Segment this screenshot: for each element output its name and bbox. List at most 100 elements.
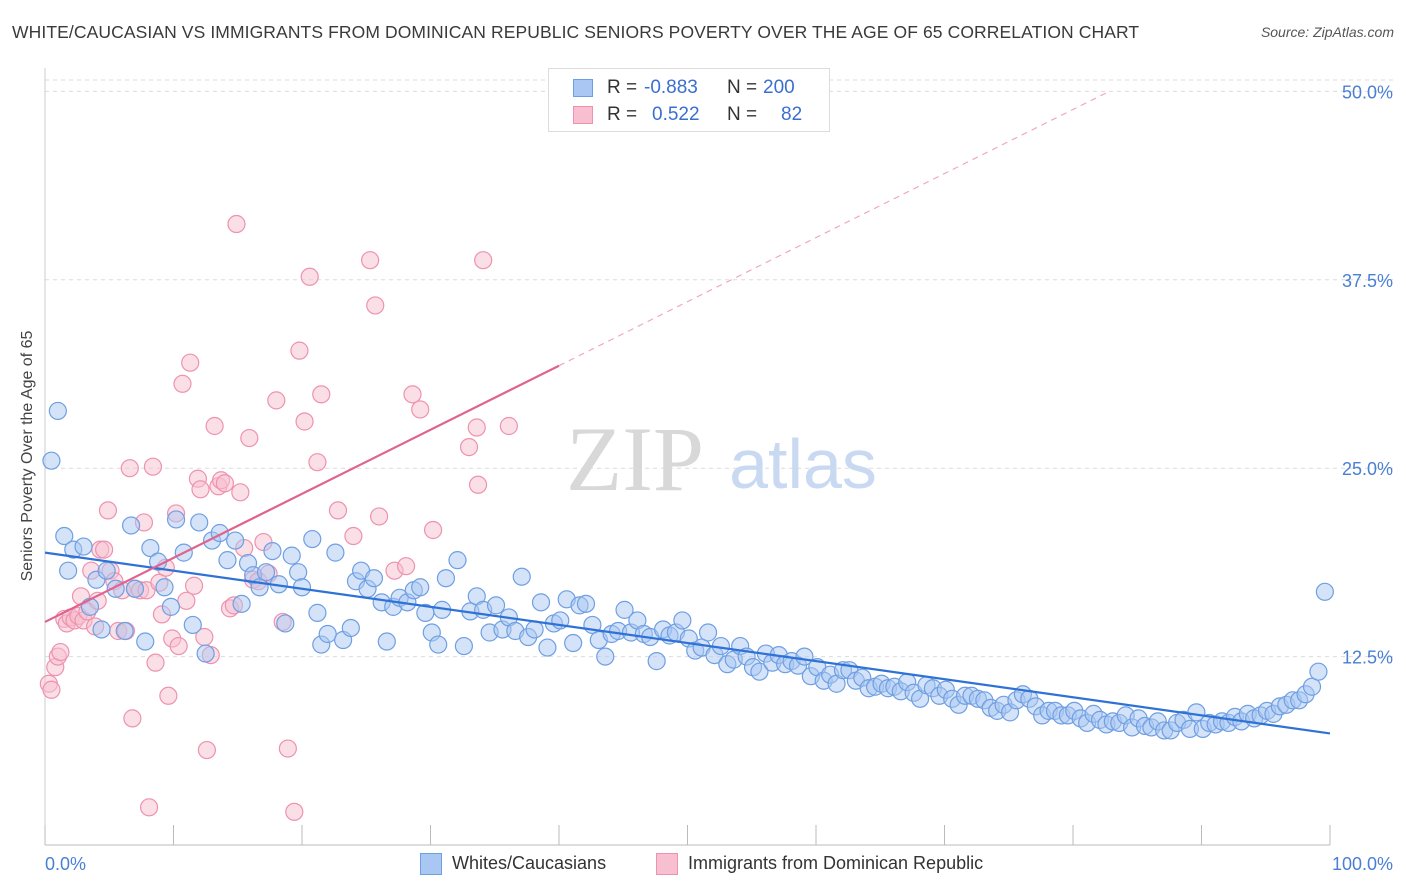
data-point	[231, 483, 250, 502]
legend-swatch-pink	[656, 853, 678, 875]
stats-n-value: 82	[781, 104, 803, 125]
data-point	[169, 636, 188, 656]
legend-label: Whites/Caucasians	[452, 853, 607, 873]
data-point	[512, 567, 531, 586]
data-point	[59, 561, 78, 580]
tick-labels: 12.5% 25.0% 37.5% 50.0% 0.0% 100.0%	[45, 82, 1393, 874]
data-point	[364, 569, 384, 588]
data-point	[468, 475, 488, 494]
stats-n-label: N =	[727, 77, 758, 98]
data-point	[226, 531, 245, 550]
data-point	[240, 428, 259, 448]
legend-label: Immigrants from Dominican Republic	[688, 853, 984, 873]
points-whites-caucasians	[42, 401, 1334, 740]
stats-swatch-pink	[573, 106, 593, 124]
data-point	[143, 457, 163, 476]
data-point	[146, 653, 165, 672]
data-point	[120, 459, 139, 478]
stats-row-immigrants: R = 0.522 N = 82	[549, 102, 829, 128]
data-point	[467, 418, 486, 437]
data-point	[531, 593, 551, 612]
data-point	[1315, 582, 1334, 601]
data-point	[615, 600, 634, 619]
data-point	[267, 391, 286, 410]
data-point	[55, 526, 74, 546]
data-point	[80, 597, 100, 616]
chart-title: WHITE/CAUCASIAN VS IMMIGRANTS FROM DOMIN…	[12, 22, 1140, 42]
data-point	[318, 624, 337, 644]
data-point	[92, 620, 111, 639]
data-point	[276, 614, 295, 633]
data-point	[181, 353, 200, 372]
data-point	[42, 451, 61, 470]
data-point	[429, 635, 448, 654]
axes	[44, 68, 1331, 846]
data-point	[282, 546, 301, 565]
data-point	[184, 576, 204, 595]
data-point	[232, 594, 251, 613]
data-point	[139, 798, 159, 817]
data-point	[436, 569, 456, 588]
data-point	[197, 740, 217, 760]
data-point	[750, 662, 769, 681]
data-point	[74, 537, 93, 556]
data-point	[295, 412, 314, 431]
data-point	[403, 385, 422, 404]
y-tick-label: 25.0%	[1342, 459, 1393, 479]
data-point	[227, 214, 246, 234]
watermark-zip: ZIP	[566, 408, 704, 510]
trend-line-whites	[44, 551, 1331, 735]
data-point	[308, 453, 327, 472]
data-point	[218, 551, 237, 570]
data-point	[51, 642, 70, 662]
data-point	[177, 591, 196, 610]
trend-line-immigrants	[44, 364, 560, 623]
data-point	[459, 437, 479, 457]
data-point	[161, 597, 181, 616]
data-point	[525, 620, 544, 639]
data-point	[141, 538, 160, 558]
data-point	[190, 513, 209, 532]
x-tick-label: 100.0%	[1332, 854, 1393, 874]
data-point	[576, 594, 596, 613]
data-point	[300, 267, 319, 286]
stats-r-value: 0.522	[652, 104, 700, 125]
x-tick-label: 0.0%	[45, 854, 86, 874]
data-point	[173, 374, 192, 393]
data-point	[1302, 677, 1322, 696]
stats-swatch-blue	[573, 79, 593, 97]
y-tick-label: 50.0%	[1342, 82, 1393, 102]
data-point	[183, 615, 202, 635]
data-point	[166, 510, 186, 529]
data-point	[647, 652, 666, 671]
data-point	[370, 507, 389, 526]
data-point	[361, 251, 380, 270]
data-point	[42, 680, 61, 699]
stats-box: R = -0.883 N = 200 R = 0.522 N = 82	[548, 68, 830, 132]
data-point	[191, 480, 210, 499]
watermark-atlas: atlas	[729, 425, 877, 503]
y-tick-label: 37.5%	[1342, 271, 1393, 291]
data-point	[326, 543, 345, 562]
data-point	[289, 563, 308, 582]
data-point	[285, 802, 304, 821]
data-point	[596, 647, 615, 666]
data-point	[312, 385, 331, 404]
data-point	[308, 603, 327, 622]
data-point	[454, 636, 474, 656]
data-point	[538, 638, 557, 657]
data-point	[98, 501, 118, 520]
trend-line-immigrants-extension	[558, 90, 1110, 367]
data-point	[196, 644, 215, 663]
stats-r-label: R =	[607, 77, 638, 98]
data-point	[1309, 662, 1328, 681]
trend-lines	[44, 90, 1331, 735]
data-point	[125, 579, 145, 598]
data-point	[328, 501, 348, 520]
data-point	[95, 540, 114, 559]
data-point	[121, 516, 141, 535]
data-point	[123, 709, 142, 728]
data-point	[448, 551, 467, 570]
data-point	[499, 416, 518, 436]
